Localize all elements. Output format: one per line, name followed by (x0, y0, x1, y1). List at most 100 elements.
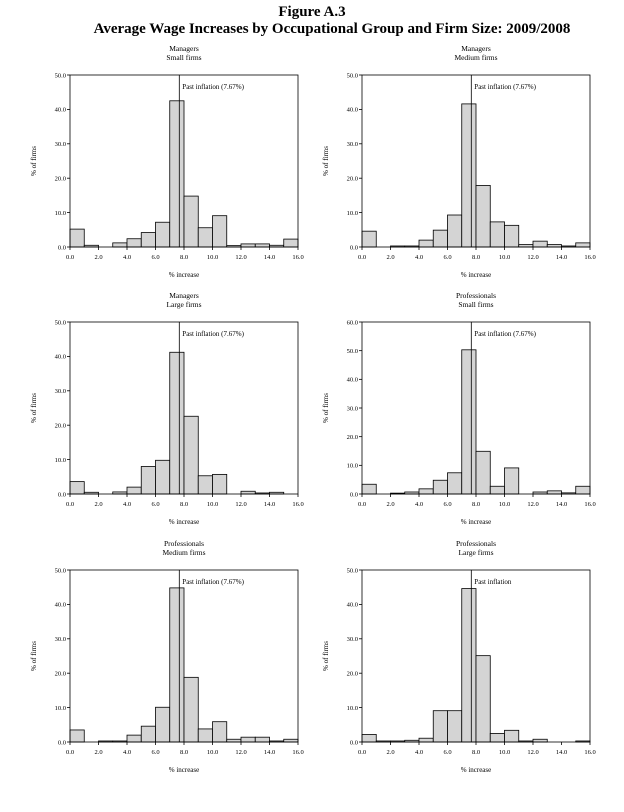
y-tick-label: 50.0 (347, 567, 358, 574)
inflation-annotation: Past inflation (7.67%) (182, 578, 244, 586)
histogram-bar (489, 732, 505, 743)
x-tick-label: 2.0 (94, 254, 102, 261)
x-tick-label: 14.0 (264, 254, 275, 261)
histogram-bar (240, 243, 256, 248)
histogram-bar (140, 725, 156, 743)
histogram-bar (240, 490, 256, 495)
x-tick-label: 6.0 (151, 749, 159, 756)
x-tick-label: 16.0 (584, 749, 595, 756)
x-tick-label: 0.0 (358, 749, 366, 756)
x-tick-label: 14.0 (264, 749, 275, 756)
x-axis-label: % increase (169, 766, 200, 774)
y-tick-label: 0.0 (350, 244, 358, 251)
x-tick-label: 8.0 (180, 254, 188, 261)
histogram-bar (240, 736, 256, 743)
y-tick-label: 0.0 (58, 739, 66, 746)
y-tick-label: 50.0 (347, 348, 358, 355)
x-tick-label: 8.0 (472, 254, 480, 261)
x-tick-label: 10.0 (207, 254, 218, 261)
y-tick-label: 40.0 (55, 354, 66, 361)
histogram-bar (504, 224, 520, 248)
x-tick-label: 6.0 (151, 254, 159, 261)
x-axis-label: % increase (169, 271, 200, 279)
histogram-bar (212, 473, 228, 495)
histogram-bar (418, 737, 434, 743)
y-tick-label: 20.0 (347, 434, 358, 441)
chart-title: Professionals (456, 291, 496, 300)
y-tick-label: 40.0 (347, 377, 358, 384)
histogram-bar (475, 185, 491, 248)
histogram-bar (461, 349, 477, 495)
y-tick-label: 60.0 (347, 319, 358, 326)
x-tick-label: 6.0 (151, 501, 159, 508)
x-tick-label: 4.0 (123, 254, 131, 261)
inflation-annotation: Past inflation (7.67%) (182, 330, 244, 338)
histogram-bar (361, 230, 377, 248)
histogram-bar (475, 450, 491, 495)
y-tick-label: 0.0 (58, 491, 66, 498)
x-tick-label: 12.0 (235, 749, 246, 756)
histogram-bar (197, 227, 213, 248)
x-tick-label: 8.0 (472, 501, 480, 508)
x-tick-label: 0.0 (358, 254, 366, 261)
y-tick-label: 0.0 (350, 491, 358, 498)
histogram-bar (504, 467, 520, 495)
x-tick-label: 10.0 (499, 254, 510, 261)
x-tick-label: 6.0 (443, 501, 451, 508)
histogram-bar (447, 710, 463, 743)
histogram-bar (432, 229, 448, 248)
histogram-bar (575, 242, 591, 248)
chart-title: Professionals (164, 539, 204, 548)
x-tick-label: 2.0 (94, 749, 102, 756)
inflation-annotation: Past inflation (7.67%) (474, 83, 536, 91)
x-tick-label: 0.0 (66, 749, 74, 756)
x-tick-label: 10.0 (499, 501, 510, 508)
x-tick-label: 12.0 (235, 254, 246, 261)
y-tick-label: 50.0 (55, 567, 66, 574)
x-tick-label: 12.0 (527, 254, 538, 261)
histogram-bar (126, 486, 142, 495)
histogram-bar (532, 240, 548, 248)
x-tick-label: 8.0 (472, 749, 480, 756)
y-tick-label: 40.0 (55, 107, 66, 114)
histogram-bar (140, 232, 156, 248)
histogram-bar (489, 221, 505, 248)
chart-title: Professionals (456, 539, 496, 548)
x-tick-label: 0.0 (358, 501, 366, 508)
histogram-bar (226, 738, 242, 743)
x-tick-label: 16.0 (292, 254, 303, 261)
chart-subtitle: Small firms (458, 300, 493, 309)
y-tick-label: 30.0 (347, 636, 358, 643)
figure-subtitle: Average Wage Increases by Occupational G… (93, 21, 571, 37)
figure-title: Figure A.3 (278, 4, 346, 20)
histogram-bar (461, 588, 477, 743)
x-tick-label: 14.0 (556, 254, 567, 261)
x-tick-label: 12.0 (527, 501, 538, 508)
histogram-bar (169, 100, 185, 248)
histogram-bar (155, 706, 171, 743)
histogram-bar (112, 242, 128, 248)
y-tick-label: 30.0 (347, 141, 358, 148)
x-tick-label: 2.0 (386, 254, 394, 261)
y-tick-label: 0.0 (350, 739, 358, 746)
x-tick-label: 8.0 (180, 749, 188, 756)
y-axis-label: % of firms (30, 641, 38, 671)
histogram-bar (504, 729, 520, 743)
x-tick-label: 14.0 (556, 501, 567, 508)
histogram-bar (447, 214, 463, 248)
y-tick-label: 10.0 (347, 463, 358, 470)
x-tick-label: 6.0 (443, 254, 451, 261)
y-tick-label: 0.0 (58, 244, 66, 251)
inflation-annotation: Past inflation (474, 578, 512, 586)
histogram-bar (546, 490, 562, 495)
y-tick-label: 30.0 (55, 388, 66, 395)
x-axis-label: % increase (461, 766, 492, 774)
histogram-bar (361, 483, 377, 495)
y-tick-label: 20.0 (55, 176, 66, 183)
x-tick-label: 4.0 (415, 501, 423, 508)
y-tick-label: 50.0 (347, 72, 358, 79)
histogram-bar (155, 221, 171, 248)
histogram-bar (126, 734, 142, 743)
